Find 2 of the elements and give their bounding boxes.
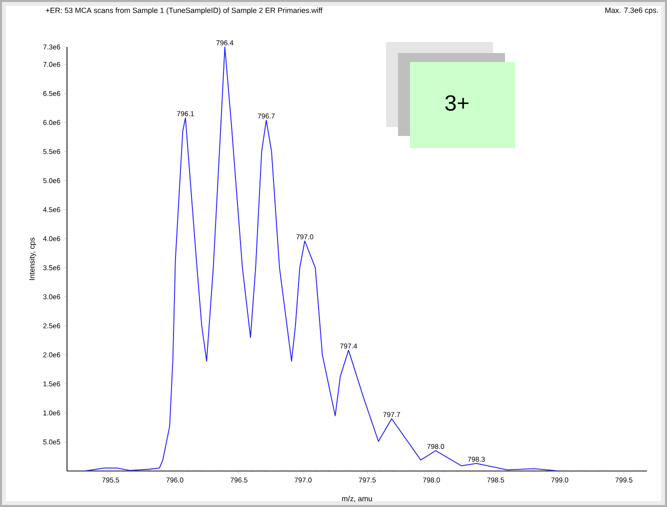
line-series bbox=[84, 46, 558, 472]
annotation: 3+ bbox=[445, 95, 468, 111]
